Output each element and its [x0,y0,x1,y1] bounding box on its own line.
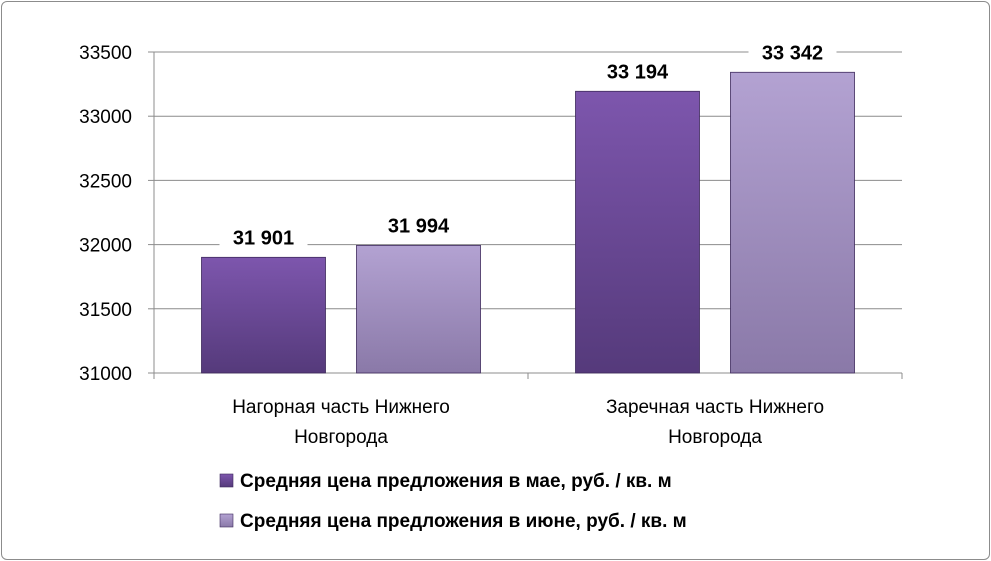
y-tick-label: 33500 [79,43,132,64]
legend: Средняя цена предложения в мае, руб. / к… [219,471,687,532]
bar-s0-c0 [201,256,326,374]
data-label-bg [748,41,837,66]
axes: 31000 31500 32000 32500 33000 33500 Нагорная ч… [79,43,903,448]
bars [201,71,855,374]
data-label-bg [219,226,308,251]
legend-swatch-s0 [219,473,234,488]
bar-s1-c1 [730,71,855,374]
y-tick-label: 31500 [79,300,132,321]
data-label-s0-c0: 31 901 [233,227,294,249]
x-category-label: Новгорода [668,427,762,448]
x-category-label: Заречная часть Нижнего [606,397,824,418]
data-labels: 31 901 31 994 33 194 33 342 [219,41,837,251]
data-label-bg [593,60,682,85]
bar-s0-c1 [575,90,700,374]
y-tick-label: 32000 [79,236,132,257]
x-category-label: Новгорода [294,427,388,448]
y-tick-label: 32500 [79,171,132,192]
legend-label-s1: Средняя цена предложения в июне, руб. / … [240,511,687,532]
bar-s1-c0 [356,244,481,374]
y-tick-label: 33000 [79,107,132,128]
x-category-label: Нагорная часть Нижнего [232,397,450,418]
data-label-s1-c0: 31 994 [388,215,450,237]
data-label-bg [374,214,463,239]
legend-swatch-s1 [219,513,234,528]
data-label-s0-c1: 33 194 [607,61,669,83]
data-label-s1-c1: 33 342 [762,42,823,64]
y-tick-label: 31000 [79,364,132,385]
legend-label-s0: Средняя цена предложения в мае, руб. / к… [240,471,672,492]
